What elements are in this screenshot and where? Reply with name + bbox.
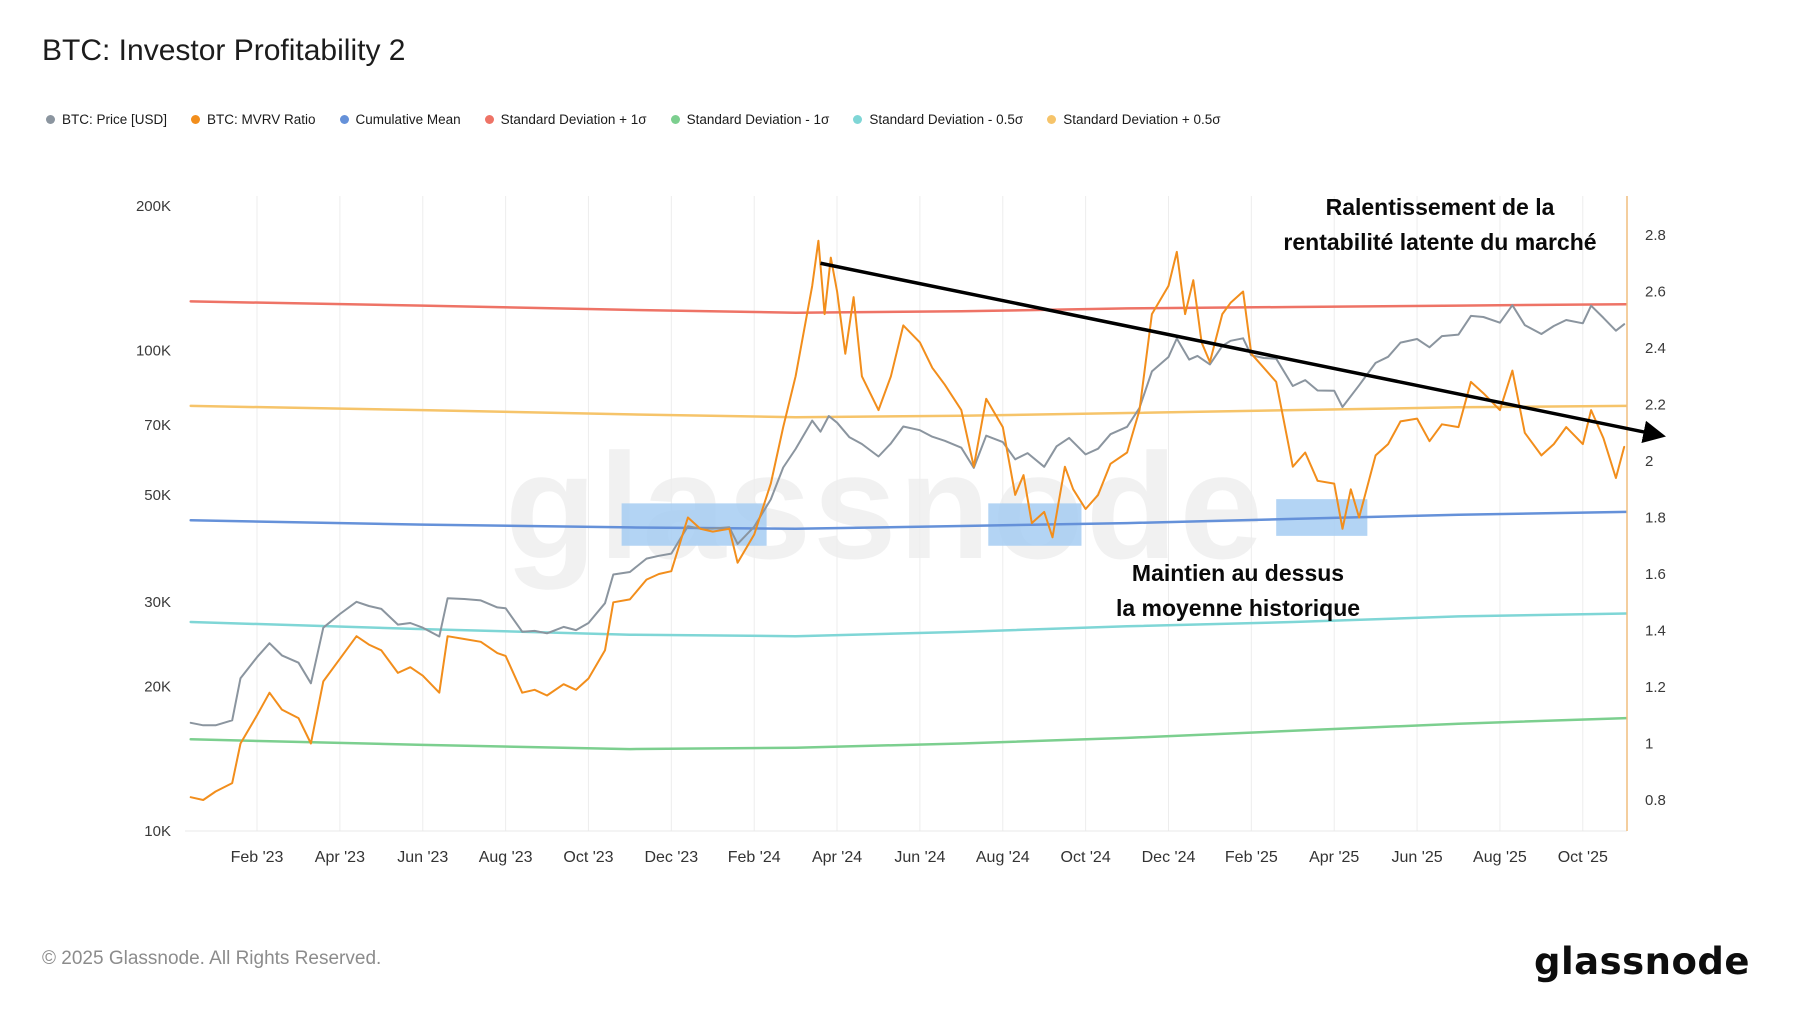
legend-item[interactable]: Standard Deviation + 1σ bbox=[484, 112, 647, 127]
right-axis-tick-label: 2.6 bbox=[1645, 284, 1666, 301]
trend-arrow bbox=[820, 261, 1666, 444]
x-tick-label: Oct '24 bbox=[1061, 849, 1111, 866]
legend-item[interactable]: BTC: Price [USD] bbox=[46, 112, 167, 127]
x-tick-label: Oct '23 bbox=[563, 849, 613, 866]
legend-dot bbox=[670, 115, 680, 124]
x-tick-label: Apr '23 bbox=[315, 849, 365, 866]
right-axis-tick-label: 1.2 bbox=[1645, 679, 1666, 696]
x-tick-label: Feb '25 bbox=[1225, 849, 1278, 866]
x-tick-label: Jun '25 bbox=[1392, 849, 1443, 866]
right-axis-tick-label: 2.8 bbox=[1645, 227, 1666, 244]
annotation-maintain-line2: la moyenne historique bbox=[1115, 594, 1361, 621]
right-axis-tick-label: 1.8 bbox=[1645, 510, 1666, 527]
legend-label: BTC: Price [USD] bbox=[62, 112, 168, 127]
series-line-standard-deviation-0-5- bbox=[189, 404, 1628, 419]
x-tick-label: Aug '24 bbox=[976, 849, 1030, 866]
x-tick-label: Jun '24 bbox=[894, 849, 945, 866]
left-axis-tick-label: 200K bbox=[136, 198, 171, 215]
series-line-standard-deviation-0-5- bbox=[189, 612, 1628, 638]
right-axis-tick-label: 2 bbox=[1645, 453, 1653, 470]
x-tick-label: Apr '25 bbox=[1309, 849, 1359, 866]
right-axis-tick-label: 2.4 bbox=[1645, 340, 1666, 357]
annotation-maintain-line1: Maintien au dessus bbox=[1131, 560, 1345, 586]
legend-dot bbox=[339, 115, 349, 124]
legend-dot bbox=[46, 115, 55, 124]
x-tick-label: Dec '23 bbox=[644, 849, 698, 866]
legend-label: BTC: MVRV Ratio bbox=[207, 112, 316, 127]
x-tick-label: Aug '23 bbox=[479, 849, 533, 866]
legend-item[interactable]: Standard Deviation - 1σ bbox=[670, 112, 830, 127]
annotation-maintain: Maintien au dessus la moyenne historique bbox=[1058, 556, 1418, 625]
legend-item[interactable]: Standard Deviation - 0.5σ bbox=[853, 112, 1023, 127]
chart-title: BTC: Investor Profitability 2 bbox=[42, 34, 406, 67]
x-tick-label: Aug '25 bbox=[1473, 849, 1527, 866]
copyright-text: © 2025 Glassnode. All Rights Reserved. bbox=[42, 948, 382, 969]
legend-item[interactable]: BTC: MVRV Ratio bbox=[191, 112, 316, 127]
x-tick-label: Feb '24 bbox=[728, 849, 781, 866]
legend-label: Cumulative Mean bbox=[355, 112, 461, 127]
highlight-box bbox=[621, 503, 767, 546]
right-axis-tick-label: 1 bbox=[1645, 736, 1653, 753]
legend-dot bbox=[1047, 115, 1057, 124]
x-tick-label: Feb '23 bbox=[231, 849, 284, 866]
right-axis-tick-label: 0.8 bbox=[1645, 792, 1666, 809]
legend-label: Standard Deviation + 1σ bbox=[500, 112, 647, 127]
x-tick-label: Dec '24 bbox=[1142, 849, 1196, 866]
left-axis-tick-label: 20K bbox=[144, 678, 171, 695]
right-axis-tick-label: 2.2 bbox=[1645, 397, 1666, 414]
left-axis-tick-label: 50K bbox=[144, 487, 171, 504]
legend-dot bbox=[191, 115, 201, 124]
annotation-slowdown-line2: rentabilité latente du marché bbox=[1283, 228, 1597, 255]
left-axis-tick-label: 30K bbox=[144, 594, 171, 611]
x-tick-label: Oct '25 bbox=[1558, 849, 1608, 866]
series-line-standard-deviation-1- bbox=[189, 716, 1628, 751]
x-tick-label: Jun '23 bbox=[397, 849, 448, 866]
legend-item[interactable]: Cumulative Mean bbox=[339, 112, 461, 127]
left-axis-tick-label: 100K bbox=[136, 343, 171, 360]
series-line-btc-mvrv-ratio bbox=[189, 239, 1626, 801]
legend: BTC: Price [USD] BTC: MVRV Ratio Cumulativ… bbox=[46, 112, 1221, 127]
legend-dot bbox=[853, 115, 863, 124]
legend-label: Standard Deviation + 0.5σ bbox=[1063, 112, 1221, 127]
x-tick-label: Apr '24 bbox=[812, 849, 862, 866]
right-axis-tick-label: 1.6 bbox=[1645, 566, 1666, 583]
annotation-slowdown: Ralentissement de la rentabilité latente… bbox=[1240, 190, 1640, 259]
right-axis-tick-label: 1.4 bbox=[1645, 623, 1666, 640]
left-axis-tick-label: 70K bbox=[144, 417, 171, 434]
annotation-slowdown-line1: Ralentissement de la bbox=[1325, 194, 1555, 220]
series-line-btc-price-usd- bbox=[189, 304, 1626, 727]
legend-dot bbox=[484, 115, 494, 124]
series-line-cumulative-mean bbox=[189, 510, 1628, 531]
legend-label: Standard Deviation - 1σ bbox=[686, 112, 830, 127]
legend-label: Standard Deviation - 0.5σ bbox=[869, 112, 1024, 127]
legend-item[interactable]: Standard Deviation + 0.5σ bbox=[1047, 112, 1221, 127]
left-axis-tick-label: 10K bbox=[144, 823, 171, 840]
glassnode-logo: glassnode bbox=[1533, 940, 1750, 983]
series-line-standard-deviation-1- bbox=[189, 300, 1628, 314]
